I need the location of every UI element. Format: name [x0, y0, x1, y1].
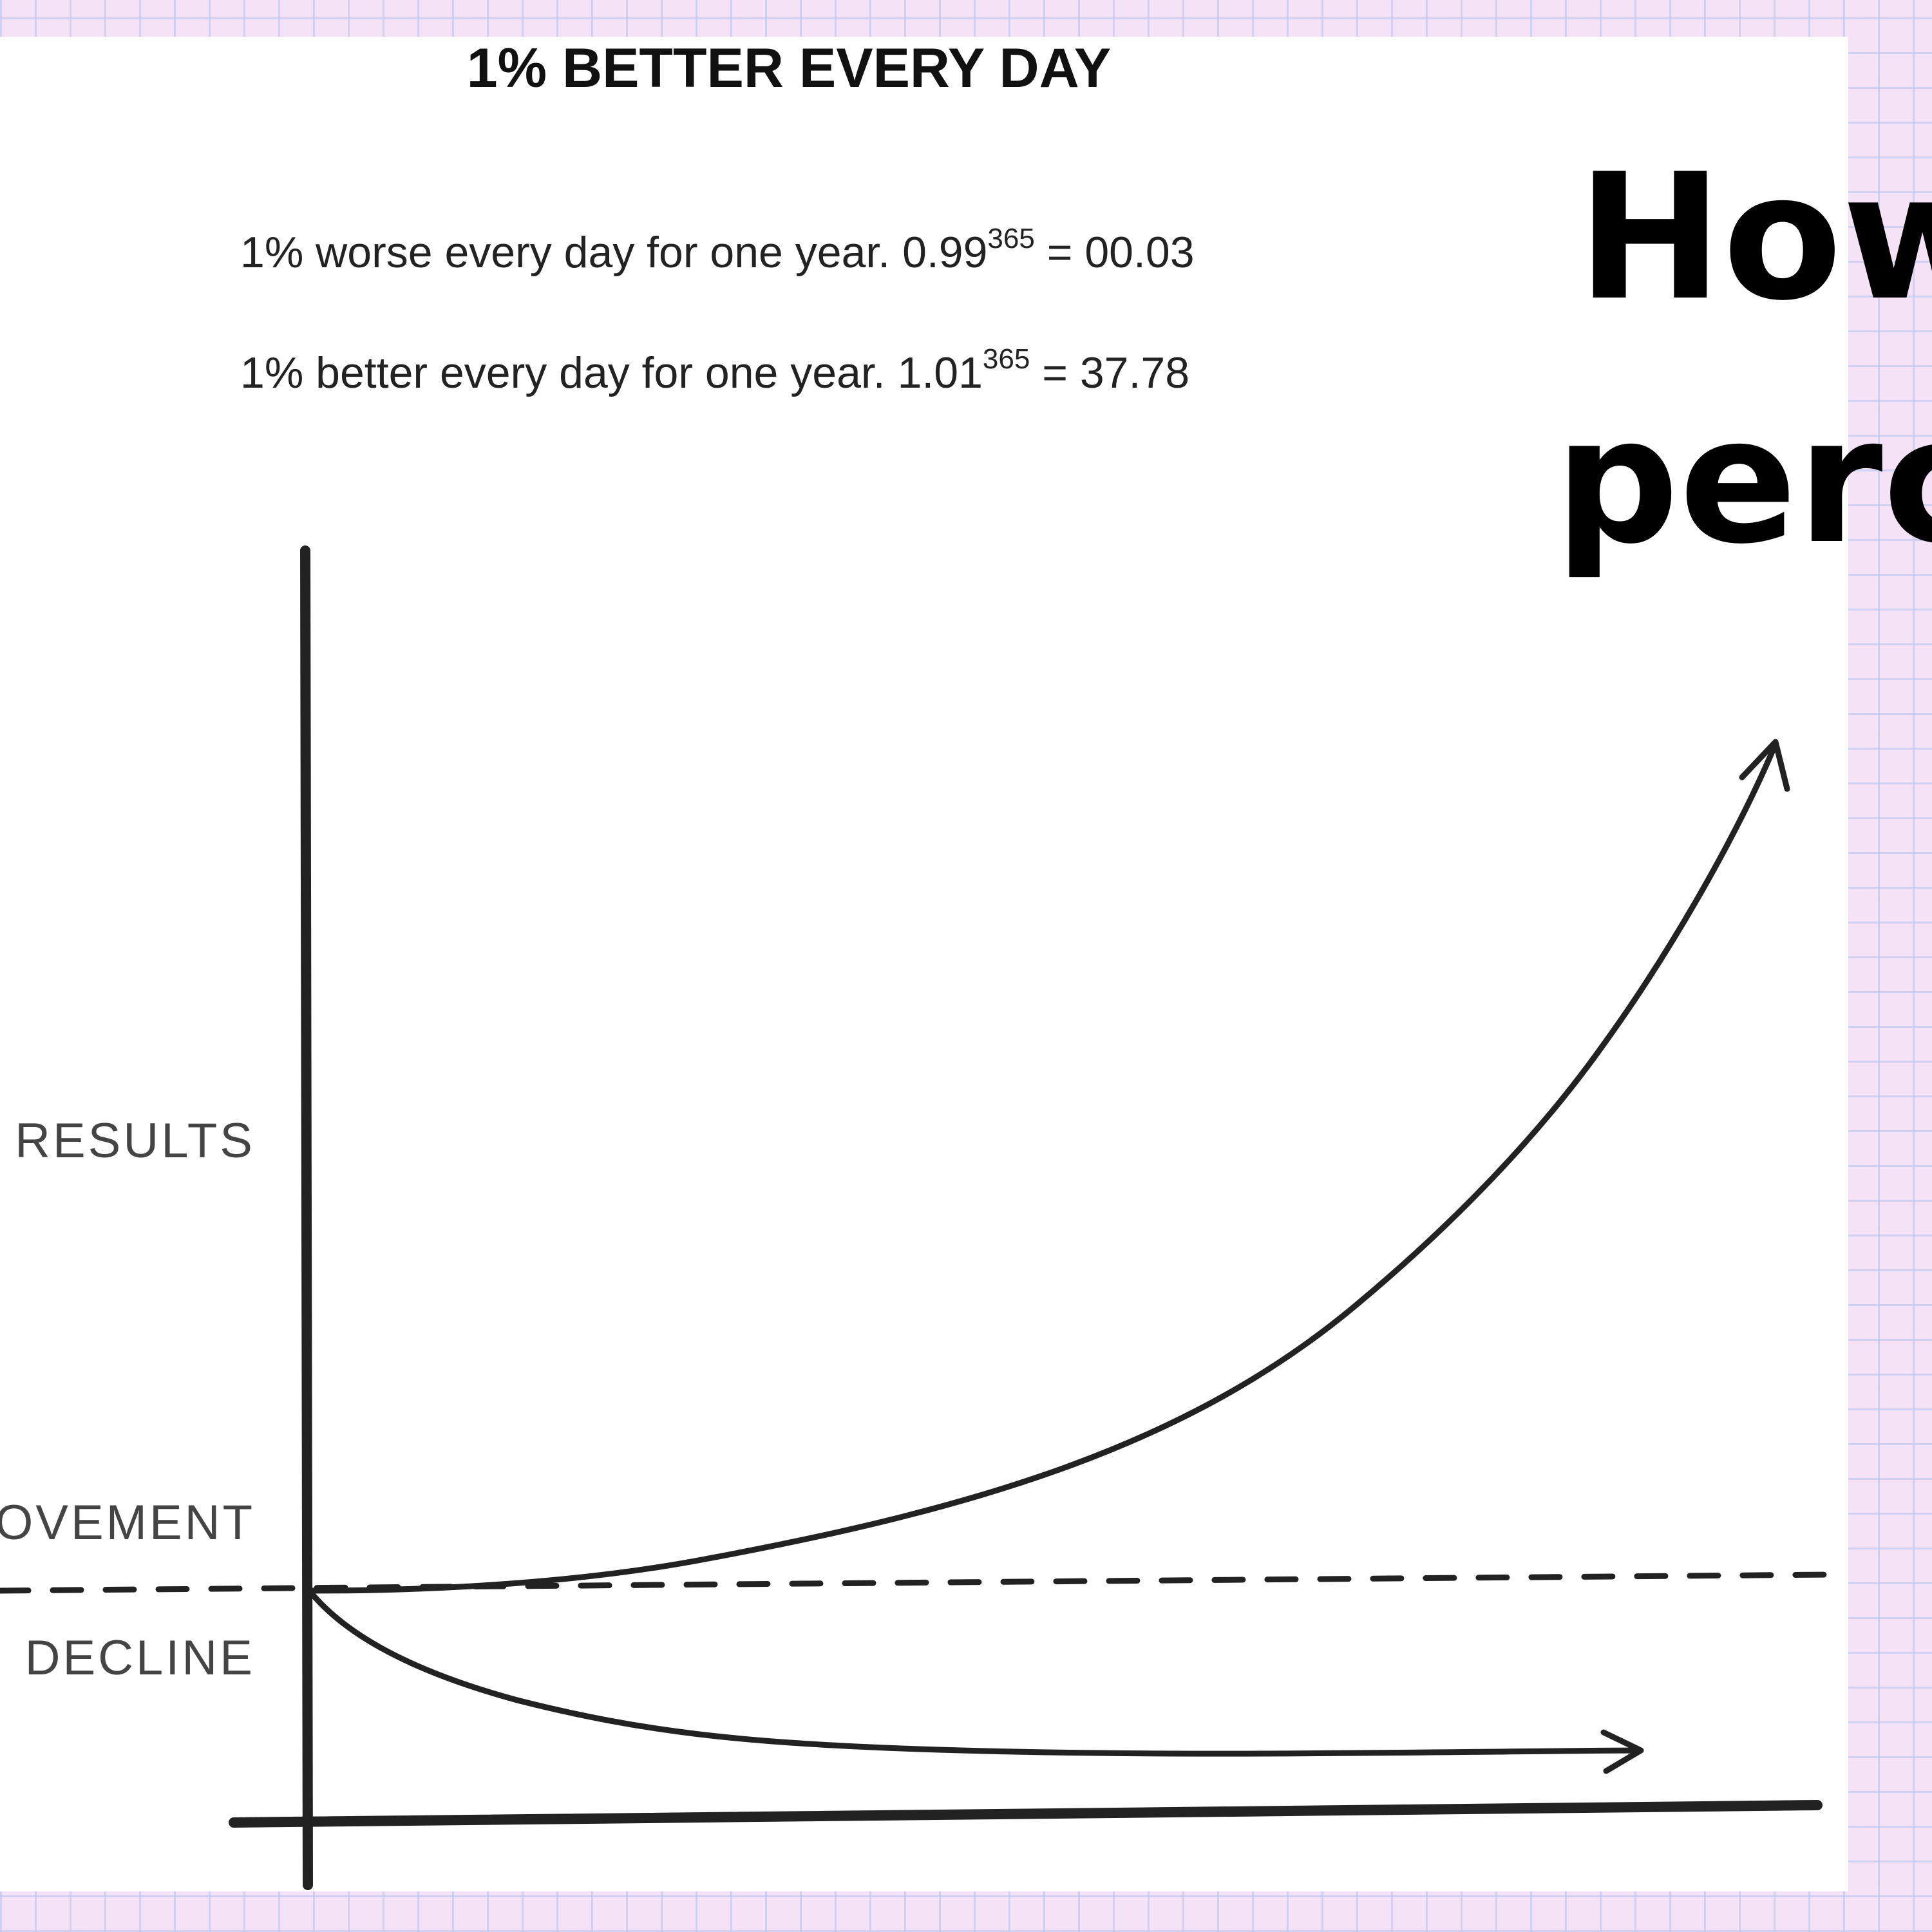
equation-result: = 37.78: [1030, 348, 1189, 397]
exponent: 365: [987, 223, 1034, 254]
axis-label: OVEMENT: [0, 1495, 255, 1550]
y-axis: [300, 545, 313, 1890]
arrowhead: [1600, 1729, 1644, 1774]
heading: How: [1577, 136, 1932, 339]
baseline: [0, 1571, 1833, 1594]
growth-curve: [307, 744, 1777, 1594]
decline-curve: [307, 1589, 1642, 1757]
axis-label: RESULTS: [15, 1113, 255, 1168]
title: 1% BETTER EVERY DAY: [467, 37, 1111, 99]
x-axis: [229, 1800, 1823, 1828]
heading: perc: [1555, 379, 1932, 582]
axis-label: DECLINE: [25, 1631, 255, 1685]
equation-text: 1% better every day for one year. 1.01: [240, 348, 983, 397]
equation-result: = 00.03: [1035, 228, 1195, 277]
arrowhead: [1739, 739, 1790, 792]
equation: 1% better every day for one year. 1.0136…: [240, 343, 1189, 397]
exponent: 365: [983, 343, 1030, 375]
equation-text: 1% worse every day for one year. 0.99: [240, 228, 987, 277]
equation: 1% worse every day for one year. 0.99365…: [240, 223, 1195, 277]
